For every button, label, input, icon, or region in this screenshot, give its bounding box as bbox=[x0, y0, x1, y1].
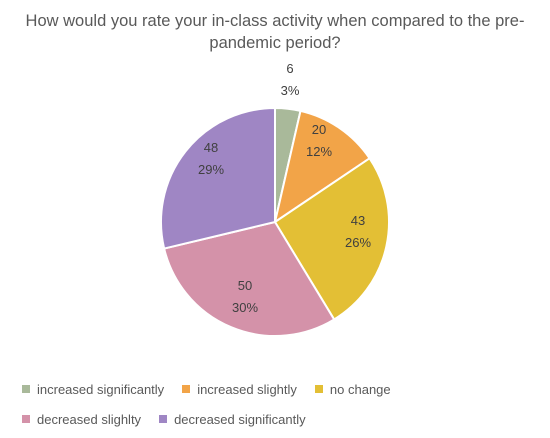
legend-label: decreased slighlty bbox=[37, 411, 142, 427]
legend-item-increased-significantly: increased significantly bbox=[22, 382, 164, 397]
pie-slice-no-change bbox=[273, 156, 390, 321]
chart-title: How would you rate your in-class activit… bbox=[0, 10, 550, 54]
chart-legend: increased significantly increased slight… bbox=[22, 378, 542, 438]
slice-value-label: 20 bbox=[312, 122, 326, 137]
pie-slice-decreased-significantly bbox=[160, 106, 276, 250]
legend-item-decreased-slightly: decreased slighlty bbox=[22, 412, 141, 427]
slice-percent-label: 30% bbox=[232, 300, 258, 315]
legend-item-no-change: no change bbox=[314, 381, 391, 397]
legend-label: increased significantly bbox=[37, 381, 165, 397]
slice-value-label: 43 bbox=[351, 213, 365, 228]
legend-label: decreased significantly bbox=[174, 411, 306, 427]
legend-row-1: increased significantly increased slight… bbox=[22, 378, 542, 400]
chart-title-line-1: How would you rate your in-class activit… bbox=[25, 12, 525, 30]
slice-percent-label: 3% bbox=[281, 83, 300, 98]
pie-slice-decreased-slighlty bbox=[162, 220, 336, 337]
legend-label: no change bbox=[329, 381, 391, 397]
chart-title-line-2: pandemic period? bbox=[209, 34, 341, 52]
slice-label-group: 63% bbox=[281, 61, 300, 98]
legend-swatch bbox=[314, 385, 323, 393]
slice-percent-label: 29% bbox=[198, 162, 224, 177]
pie-slice-increased-slightly bbox=[273, 109, 371, 225]
legend-swatch bbox=[22, 415, 30, 423]
slice-percent-label: 12% bbox=[306, 144, 332, 159]
slice-value-label: 48 bbox=[204, 140, 218, 155]
legend-row-2: decreased slighlty decreased significant… bbox=[22, 408, 542, 430]
slice-value-label: 50 bbox=[238, 278, 252, 293]
legend-swatch bbox=[22, 385, 30, 393]
legend-item-decreased-significantly: decreased significantly bbox=[159, 412, 306, 427]
slice-value-label: 6 bbox=[286, 61, 293, 76]
legend-label: increased slightly bbox=[197, 381, 297, 397]
legend-swatch bbox=[159, 415, 168, 423]
legend-item-increased-slightly: increased slightly bbox=[182, 382, 297, 397]
legend-swatch bbox=[182, 385, 191, 393]
slice-percent-label: 26% bbox=[345, 235, 371, 250]
